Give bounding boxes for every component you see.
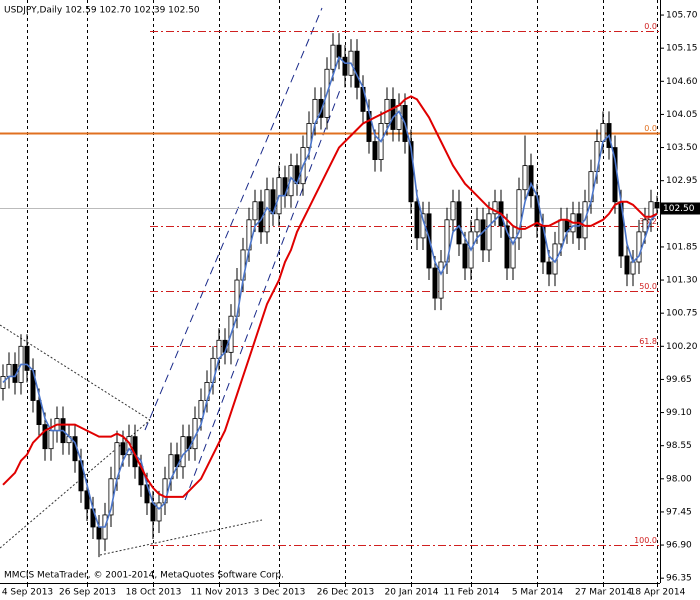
- x-tick-label: 4 Sep 2013: [2, 588, 53, 598]
- candle-body: [318, 98, 324, 118]
- candle-body: [438, 261, 444, 299]
- candle-body: [198, 400, 204, 419]
- level-label: 0.0: [644, 22, 657, 31]
- candle-body: [516, 189, 522, 239]
- candle-body: [510, 237, 516, 269]
- candle-body: [330, 44, 336, 70]
- candle-body: [42, 424, 48, 450]
- level-label: 0.0: [644, 124, 657, 133]
- y-tick-label: 101.85: [666, 242, 698, 252]
- x-tick-label: 18 Apr 2014: [630, 588, 686, 598]
- y-tick-label: 100.20: [666, 342, 698, 352]
- candle-body: [120, 442, 126, 456]
- candle-body: [408, 141, 414, 203]
- candle-body: [642, 219, 648, 233]
- y-tick-label: 96.35: [666, 574, 692, 584]
- candle-body: [600, 123, 606, 142]
- axes-layer: 96.35 96.90 97.45 98.00 98.55 99.10 99.65 100.2…: [2, 11, 700, 598]
- current-price-box: [660, 202, 700, 215]
- y-tick-label: 105.70: [666, 11, 698, 21]
- candle-body: [336, 44, 342, 58]
- x-tick-label: 26 Sep 2013: [59, 588, 116, 598]
- moving-average: [2, 95, 658, 498]
- candle-body: [36, 400, 42, 426]
- candle-body: [624, 255, 630, 275]
- candle-body: [6, 363, 12, 377]
- candle-body: [486, 213, 492, 251]
- candle-body: [462, 243, 468, 269]
- x-tick-label: 27 Mar 2014: [575, 588, 632, 598]
- y-tick-label: 102.95: [666, 176, 698, 186]
- current-price-label: 102.50: [663, 204, 695, 214]
- level-label: 61.8: [639, 337, 657, 346]
- candle-body: [252, 201, 258, 221]
- level-label: 38.2: [639, 217, 657, 226]
- level-label: 100.0: [634, 536, 657, 545]
- y-tick-label: 97.45: [666, 507, 692, 517]
- candle-body: [24, 345, 30, 371]
- y-tick-label: 104.60: [666, 77, 698, 87]
- y-tick-label: 98.55: [666, 441, 692, 451]
- x-tick-label: 26 Dec 2013: [317, 588, 375, 598]
- candle-body: [630, 261, 636, 275]
- y-tick-label: 101.30: [666, 276, 698, 286]
- chart-header: USDJPY,Daily 102.59 102.70 102.39 102.50: [4, 6, 200, 16]
- marks-layer: [0, 33, 660, 558]
- candle-body: [456, 201, 462, 245]
- drawing-objects: [0, 7, 341, 556]
- candle-body: [654, 201, 660, 209]
- x-tick-label: 20 Jan 2014: [385, 588, 439, 598]
- candle-body: [474, 219, 480, 233]
- candle-body: [432, 267, 438, 299]
- candle-body: [372, 141, 378, 161]
- candle-body: [342, 56, 348, 76]
- channel-line: [184, 89, 341, 501]
- candle-body: [390, 98, 396, 130]
- y-tick-label: 96.90: [666, 541, 692, 551]
- y-tick-label: 104.05: [666, 110, 698, 120]
- candle-body: [450, 201, 456, 221]
- candle-body: [84, 490, 90, 510]
- candle-body: [216, 339, 222, 359]
- x-tick-label: 11 Nov 2013: [191, 588, 249, 598]
- candle-body: [150, 502, 156, 522]
- candle-body: [522, 165, 528, 191]
- candle-body: [180, 436, 186, 468]
- candle-body: [306, 123, 312, 148]
- moving-average: [2, 55, 658, 528]
- level-label: 50.0: [639, 282, 657, 291]
- candle-body: [546, 261, 552, 275]
- triangle-line: [0, 419, 151, 549]
- candle-body: [492, 201, 498, 215]
- y-tick-label: 98.00: [666, 474, 692, 484]
- candle-body: [156, 502, 162, 522]
- x-tick-label: 18 Oct 2013: [126, 588, 182, 598]
- x-tick-label: 11 Feb 2014: [443, 588, 499, 598]
- candle-body: [480, 219, 486, 251]
- candle-body: [0, 376, 6, 389]
- candle-body: [48, 430, 54, 450]
- candle-body: [414, 201, 420, 239]
- candle-body: [354, 50, 360, 88]
- y-tick-label: 105.15: [666, 44, 698, 54]
- candle-body: [636, 231, 642, 263]
- triangle-line: [0, 324, 151, 421]
- x-tick-label: 5 Mar 2014: [512, 588, 564, 598]
- candle-body: [396, 104, 402, 130]
- copyright: MMCIS MetaTrader, © 2001-2014, MetaQuote…: [4, 571, 284, 581]
- y-tick-label: 100.75: [666, 309, 698, 319]
- candle-body: [558, 219, 564, 245]
- candle-body: [96, 526, 102, 540]
- y-tick-label: 103.50: [666, 143, 698, 153]
- y-tick-label: 99.10: [666, 408, 692, 418]
- candle-body: [528, 165, 534, 197]
- y-tick-label: 99.65: [666, 375, 692, 385]
- x-tick-label: 3 Dec 2013: [254, 588, 306, 598]
- candle-body: [504, 225, 510, 269]
- channel-line: [144, 7, 323, 431]
